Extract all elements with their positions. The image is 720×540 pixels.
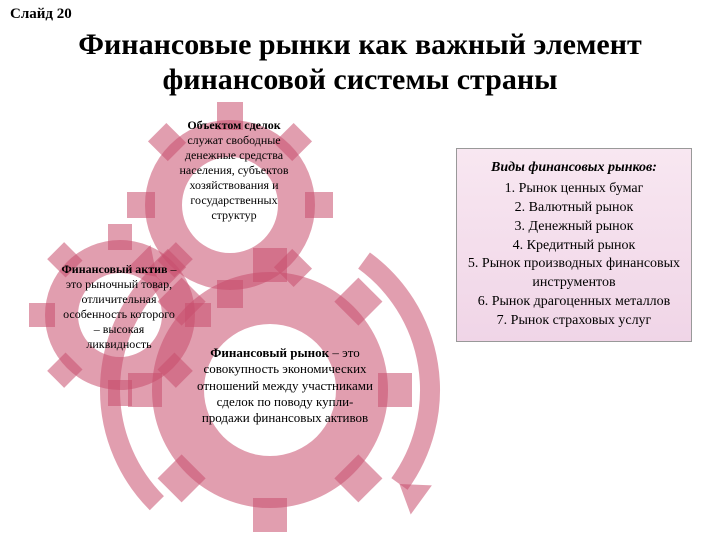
gear-large-text: Финансовый рынок – это совокупность экон… xyxy=(195,345,375,426)
list-item: 3. Денежный рынок xyxy=(465,218,683,237)
list-item: 1. Рынок ценных бумаг xyxy=(465,180,683,199)
gear-top-rest: служат свободные денежные средства насел… xyxy=(180,133,289,222)
title-line-2: финансовой системы страны xyxy=(162,63,557,96)
market-types-header: Виды финансовых рынков: xyxy=(491,160,657,175)
list-item: 6. Рынок драгоценных металлов xyxy=(465,293,683,312)
gear-top-bold: Объектом сделок xyxy=(187,118,280,132)
market-types-box: Виды финансовых рынков: 1. Рынок ценных … xyxy=(456,148,692,342)
list-item: 5. Рынок производных финансовых инструме… xyxy=(465,255,683,293)
title-line-1: Финансовые рынки как важный элемент xyxy=(78,28,642,61)
gear-top-text: Объектом сделок служат свободные денежны… xyxy=(175,118,293,223)
gear-large-bold: Финансовый рынок xyxy=(210,345,329,360)
gear-left-text: Финансовый актив – это рыночный товар, о… xyxy=(60,262,178,352)
page-title: Финансовые рынки как важный элемент фина… xyxy=(0,28,720,97)
slide-number: Слайд 20 xyxy=(10,6,72,23)
gear-left-bold: Финансовый актив xyxy=(61,262,167,276)
list-item: 7. Рынок страховых услуг xyxy=(465,312,683,331)
market-types-list: 1. Рынок ценных бумаг 2. Валютный рынок … xyxy=(465,180,683,331)
list-item: 4. Кредитный рынок xyxy=(465,237,683,256)
list-item: 2. Валютный рынок xyxy=(465,199,683,218)
